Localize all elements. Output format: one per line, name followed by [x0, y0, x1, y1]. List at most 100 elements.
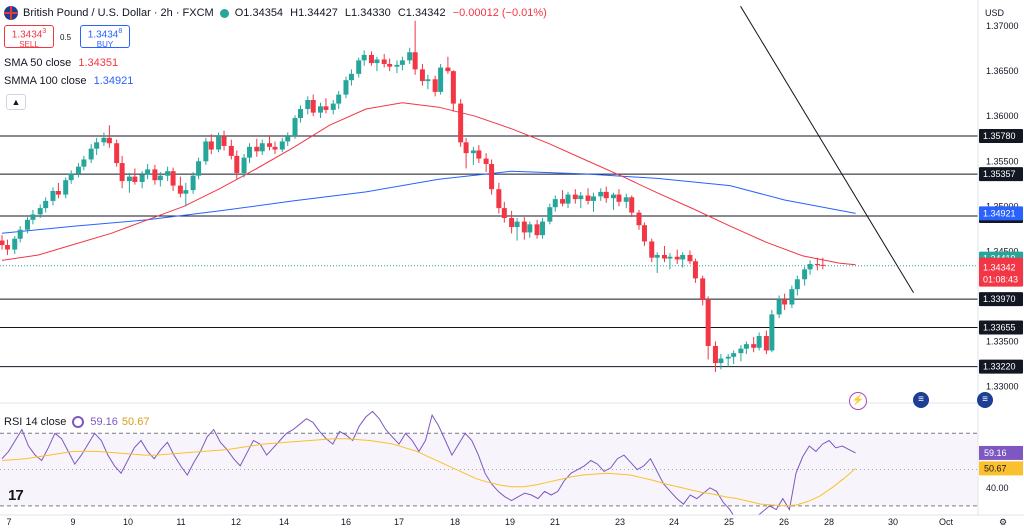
candle-body-6: [37, 208, 43, 215]
candle-body-26: [165, 171, 171, 176]
settings-gear-icon[interactable]: ⚙: [999, 517, 1007, 527]
rsi-ma-tag-bg: [979, 461, 1023, 476]
candle-body-80: [509, 218, 515, 228]
candle-body-5: [30, 214, 36, 220]
ohlc-open: O1.34354: [234, 7, 284, 19]
candle-body-112: [712, 345, 718, 364]
time-tick-label: 7: [6, 517, 11, 527]
time-axis[interactable]: 7 9 10 11 12 14 16 17 18 19 21 23 24 25 26 28 30 Oct ⚙: [0, 514, 1024, 529]
candle-body-33: [208, 141, 214, 150]
time-tick-label: 25: [724, 517, 734, 527]
candle-body-124: [789, 289, 795, 305]
candle-body-42: [267, 143, 273, 147]
candle-body-74: [470, 150, 476, 154]
symbol-title[interactable]: British Pound / U.S. Dollar · 2h · FXCM: [23, 7, 214, 19]
ohlc-high: H1.34427: [290, 7, 338, 19]
level-tag-4: 1.33655: [983, 322, 1016, 332]
candle-body-62: [394, 64, 400, 67]
candle-body-30: [190, 175, 196, 191]
candle-body-129: [820, 264, 826, 266]
candle-body-28: [177, 185, 183, 194]
event-lightning-icon[interactable]: ⚡: [849, 392, 867, 410]
buy-label: BUY: [96, 40, 114, 50]
candle-body-45: [285, 136, 291, 142]
candle-body-82: [521, 221, 527, 233]
price-tick-label: 1.34500: [986, 246, 1019, 256]
rsi-legend[interactable]: RSI 14 close 59.16 50.67: [4, 416, 149, 428]
candle-body-52: [330, 103, 336, 110]
sma50-value: 1.34351: [78, 57, 119, 69]
tradingview-logo-icon[interactable]: 17: [8, 487, 24, 504]
candle-body-60: [381, 59, 387, 64]
candle-body-12: [75, 166, 81, 174]
candle-body-56: [356, 60, 362, 74]
level-tag-1-bg: [979, 167, 1023, 182]
candle-body-34: [216, 136, 222, 150]
candle-body-107: [680, 254, 686, 260]
collapse-legend-button[interactable]: ▲: [6, 94, 26, 110]
candle-body-123: [782, 300, 788, 305]
candle-body-20: [126, 176, 132, 182]
candle-body-122: [776, 300, 782, 315]
candle-body-61: [387, 63, 393, 67]
candle-body-23: [145, 169, 151, 175]
ohlc-close: C1.34342: [397, 7, 446, 19]
candle-body-71: [450, 71, 456, 104]
candle-body-99: [629, 197, 635, 213]
level-tag-5: 1.33220: [983, 362, 1016, 372]
candle-body-119: [756, 336, 762, 348]
sell-price: 1.3434: [11, 29, 43, 41]
main-price-pane[interactable]: [0, 0, 978, 404]
rsi-tick-label: 40.00: [986, 483, 1009, 493]
time-tick-label: 19: [505, 517, 515, 527]
candle-body-118: [751, 344, 757, 348]
event-us-flag-icon[interactable]: ≡: [913, 392, 929, 408]
candle-body-100: [636, 212, 642, 226]
candle-body-64: [407, 52, 413, 61]
candle-body-72: [458, 103, 464, 143]
sell-button[interactable]: 1.34343 SELL: [4, 25, 54, 49]
smma100-legend[interactable]: SMMA 100 close 1.34921: [4, 75, 133, 87]
candle-body-19: [119, 163, 125, 182]
candle-body-79: [501, 208, 507, 219]
price-axis[interactable]: 1.37000 1.36500 1.36000 1.35500 1.35000 1.345…: [977, 0, 1024, 529]
ohlc-readout: O1.34354 H1.34427 L1.34330 C1.34342 −0.0…: [235, 7, 551, 19]
price-tick-label: 1.33000: [986, 381, 1019, 391]
candle-body-77: [489, 163, 495, 190]
price-tick-label: 1.35500: [986, 156, 1019, 166]
candle-body-35: [221, 136, 227, 146]
level-tag-3-bg: [979, 292, 1023, 307]
candle-body-75: [476, 150, 482, 159]
event-us-flag-icon-2[interactable]: ≡: [977, 392, 993, 408]
sma50-legend[interactable]: SMA 50 close 1.34351: [4, 57, 118, 69]
close-tag-bg: [979, 260, 1023, 287]
time-tick-label: 11: [176, 517, 185, 527]
candle-body-48: [305, 100, 311, 110]
candle-body-0: [0, 240, 5, 246]
rsi-pane[interactable]: [0, 406, 978, 529]
candle-body-36: [228, 145, 234, 156]
time-tick-label: 17: [394, 517, 404, 527]
candle-body-84: [534, 224, 540, 236]
price-tick-label: 1.35000: [986, 201, 1019, 211]
candle-body-4: [24, 219, 30, 230]
buy-button[interactable]: 1.34348 BUY: [80, 25, 130, 50]
candle-body-70: [445, 67, 451, 72]
candle-body-68: [432, 79, 438, 92]
candle-body-40: [254, 146, 260, 152]
candle-body-46: [292, 118, 298, 137]
rsi-visibility-icon[interactable]: [72, 416, 85, 428]
sell-price-pip: 3: [42, 28, 47, 35]
time-tick-label: 24: [669, 517, 679, 527]
candle-body-25: [157, 175, 163, 181]
chevron-up-icon: ▲: [11, 97, 21, 107]
candle-body-51: [323, 106, 329, 110]
candle-body-18: [114, 143, 120, 164]
time-tick-label: 28: [824, 517, 834, 527]
rsi-tag: 59.16: [984, 448, 1007, 458]
candle-body-81: [514, 221, 520, 228]
currency-selector[interactable]: USD: [985, 8, 1005, 18]
price-tick-label: 1.37000: [986, 21, 1019, 31]
candle-body-121: [769, 314, 775, 351]
